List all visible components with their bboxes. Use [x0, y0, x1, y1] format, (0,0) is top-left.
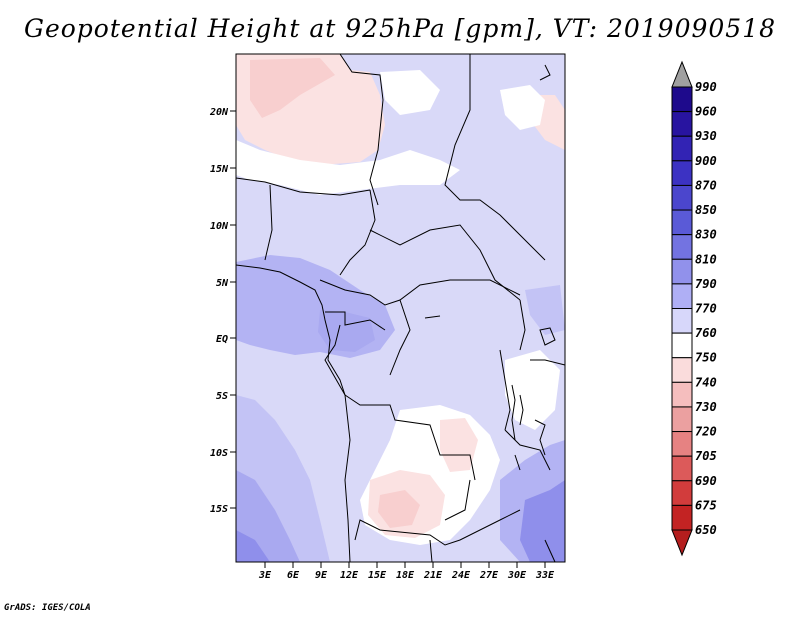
lon-label: 18E — [396, 570, 415, 581]
colorbar-box — [671, 234, 693, 260]
colorbar-box — [671, 258, 693, 285]
colorbar-label: 810 — [695, 252, 717, 266]
lat-labels: 20N 15N 10N 5N EQ 5S 10S 15S — [209, 107, 229, 515]
colorbar-box — [671, 283, 693, 309]
field-southwest-deepest — [236, 530, 270, 562]
colorbar-box — [671, 504, 693, 531]
colorbar-label: 760 — [695, 326, 717, 340]
colorbar-label: 740 — [695, 375, 717, 389]
lon-label: 30E — [507, 570, 527, 581]
colorbar-label: 750 — [695, 351, 717, 365]
lat-label: EQ — [216, 334, 228, 345]
colorbar-label: 770 — [695, 302, 717, 316]
lat-label: 10N — [210, 221, 229, 232]
lat-label: 5S — [216, 391, 228, 402]
footer-credit: GrADS: IGES/COLA — [4, 603, 91, 613]
colorbar-label: 830 — [695, 228, 717, 242]
field-mozambique-higher — [520, 480, 565, 562]
lon-label: 6E — [287, 570, 300, 581]
field-angola-lower — [378, 490, 420, 528]
field-gabon-higher — [318, 310, 375, 352]
colorbar-box — [671, 308, 693, 334]
colorbar: 990 960 930 900 870 850 830 810 790 770 760 750 740 7… — [671, 60, 717, 557]
colorbar-box — [671, 184, 693, 211]
field-north-white — [380, 70, 440, 115]
lat-label: 10S — [210, 448, 228, 459]
colorbar-label: 690 — [695, 474, 717, 488]
lon-label: 3E — [258, 570, 272, 581]
lakes — [424, 64, 556, 471]
field-lakes-white — [505, 350, 560, 430]
colorbar-over-arrow — [671, 60, 693, 88]
colorbar-label: 790 — [695, 277, 717, 291]
colorbar-label: 990 — [695, 80, 717, 94]
map-title: Geopotential Height at 925hPa [gpm], VT:… — [23, 14, 777, 43]
colorbar-box — [671, 160, 693, 186]
colorbar-label: 900 — [695, 154, 717, 168]
colorbar-box — [671, 332, 693, 359]
colorbar-box — [671, 381, 693, 408]
colorbar-box — [671, 209, 693, 236]
lon-label: 33E — [535, 570, 555, 581]
colorbar-box — [671, 135, 693, 162]
field-east-high — [525, 285, 565, 335]
field-zambia-low — [440, 418, 478, 472]
lon-label: 9E — [315, 570, 328, 581]
colorbar-under-arrow — [671, 529, 693, 557]
field-east-white — [500, 85, 545, 130]
field-sahel-band — [236, 140, 460, 195]
colorbar-box — [671, 86, 693, 113]
colorbar-label: 730 — [695, 400, 717, 414]
colorbar-box — [671, 357, 693, 383]
colorbar-label: 870 — [695, 178, 717, 192]
colorbar-label: 930 — [695, 129, 717, 143]
lat-label: 15N — [210, 164, 229, 175]
lon-label: 27E — [479, 570, 499, 581]
lon-axis — [264, 562, 546, 568]
country-borders — [235, 53, 566, 563]
lon-label: 21E — [423, 570, 443, 581]
lon-labels: 3E 6E 9E 12E 15E 18E 21E 24E 27E 30E 33E — [258, 570, 555, 581]
lon-label: 12E — [340, 570, 359, 581]
colorbar-box — [671, 455, 693, 482]
colorbar-label: 850 — [695, 203, 717, 217]
lat-label: 5N — [216, 278, 229, 289]
coastline — [235, 264, 346, 396]
colorbar-label: 705 — [695, 449, 717, 463]
colorbar-box — [671, 111, 693, 137]
lat-label: 20N — [209, 107, 229, 118]
lon-label: 15E — [368, 570, 387, 581]
colorbar-label: 960 — [695, 105, 717, 119]
colorbar-box — [671, 480, 693, 506]
colorbar-label: 675 — [695, 498, 717, 512]
lon-label: 24E — [451, 570, 471, 581]
colorbar-box — [671, 406, 693, 433]
map-frame — [235, 53, 566, 563]
colorbar-box — [671, 431, 693, 457]
colorbar-label: 720 — [695, 425, 717, 439]
field-north-lower — [250, 58, 335, 118]
colorbar-label: 650 — [695, 523, 717, 537]
lat-axis — [230, 110, 236, 509]
lat-label: 15S — [210, 504, 228, 515]
